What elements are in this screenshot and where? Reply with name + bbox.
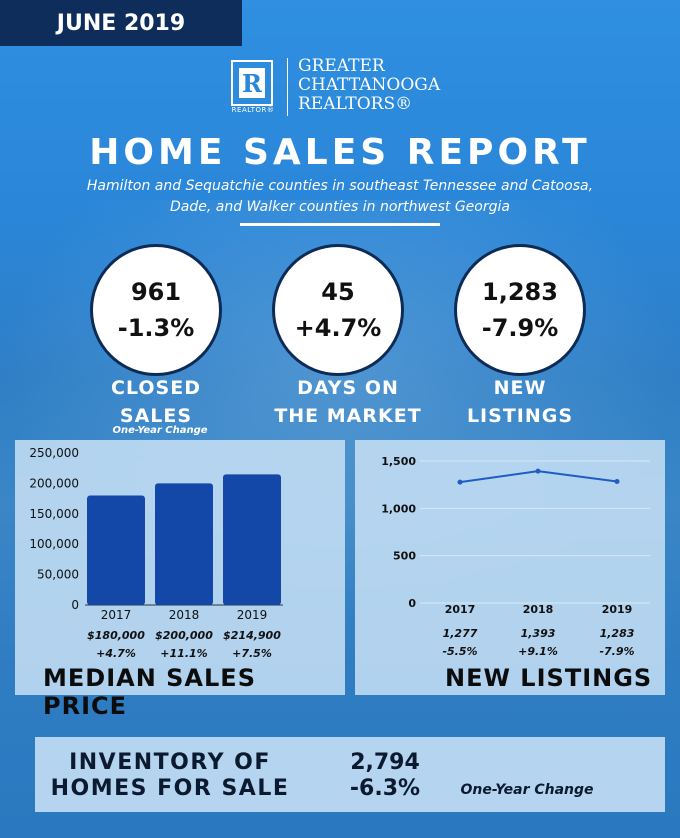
data-label: $180,000 (87, 629, 145, 642)
closed-sales-circle: 961 -1.3% (90, 244, 222, 376)
data-label: 1,277 (443, 627, 478, 640)
days-on-market-circle: 45 +4.7% (272, 244, 404, 376)
x-tick-label: 2019 (602, 603, 633, 616)
y-tick-label: 200,000 (29, 476, 79, 490)
stat-value: 45 (321, 278, 355, 306)
y-tick-label: 1,500 (381, 455, 416, 468)
org-name-line: REALTORS® (298, 94, 413, 114)
subtitle-line: Hamilton and Sequatchie counties in sout… (86, 178, 594, 194)
x-tick-label: 2017 (101, 608, 132, 622)
date-banner: JUNE 2019 (0, 0, 242, 46)
new-listings-circle: 1,283 -7.9% (454, 244, 586, 376)
stat-value: 1,283 (482, 278, 558, 306)
median-price-chart: 0 50,000 100,000 150,000 200,000 250,000 2017 $… (29, 446, 283, 660)
realtor-r-mark: R (239, 68, 265, 98)
stat-label-line: NEW (493, 377, 547, 399)
title-underline (240, 223, 440, 226)
data-label: 1,283 (600, 627, 635, 640)
data-point (535, 468, 541, 474)
y-tick-label: 100,000 (29, 537, 79, 551)
y-tick-label: 500 (393, 550, 416, 563)
change-label: +9.1% (518, 645, 558, 658)
days-on-market-label: DAYS ON THE MARKET (258, 374, 438, 430)
inventory-label-line: INVENTORY OF (69, 750, 271, 775)
data-point (614, 479, 620, 485)
inventory-change: -6.3% (349, 776, 421, 801)
x-tick-label: 2018 (523, 603, 554, 616)
new-listings-chart: 0 500 1,000 1,500 2017 1,277 -5.5% 2018 1,393 +9.… (381, 455, 650, 658)
change-label: -7.9% (599, 645, 634, 658)
new-listings-title: NEW LISTINGS (445, 664, 653, 692)
change-label: +4.7% (96, 647, 136, 660)
realtor-logo-icon: R (231, 60, 273, 106)
change-label: +11.1% (160, 647, 207, 660)
org-name-line: GREATER (298, 56, 385, 76)
stat-label-line: THE MARKET (274, 405, 422, 427)
closed-sales-label: CLOSED SALES (66, 374, 246, 430)
data-label: $200,000 (155, 629, 213, 642)
change-label: +7.5% (232, 647, 272, 660)
y-tick-label: 150,000 (29, 507, 79, 521)
stat-change: +4.7% (294, 314, 382, 342)
stat-change: -1.3% (117, 314, 195, 342)
y-tick-label: 0 (71, 598, 79, 612)
realtor-mark-caption: REALTOR® (231, 106, 275, 114)
report-title: HOME SALES REPORT (89, 132, 591, 173)
report-subtitle: Hamilton and Sequatchie counties in sout… (40, 176, 640, 218)
stat-value: 961 (130, 278, 182, 306)
data-label: 1,393 (521, 627, 556, 640)
stat-label-line: SALES (119, 405, 193, 427)
org-name: GREATER CHATTANOOGA REALTORS® (298, 57, 440, 114)
data-label: $214,900 (223, 629, 281, 642)
inventory-value: 2,794 (350, 750, 420, 775)
data-point (457, 479, 463, 485)
logo-divider (287, 58, 288, 116)
stat-label-line: LISTINGS (466, 405, 574, 427)
median-price-title: MEDIAN SALES PRICE (43, 664, 256, 720)
subtitle-line: Dade, and Walker counties in northwest G… (170, 199, 510, 215)
y-tick-label: 250,000 (29, 446, 79, 460)
y-tick-label: 1,000 (381, 502, 416, 515)
stat-label-line: CLOSED (111, 377, 201, 399)
stat-label-line: DAYS ON (297, 377, 399, 399)
one-year-change-note: One-Year Change (112, 425, 208, 436)
new-listings-label: NEW LISTINGS (430, 374, 610, 430)
y-tick-label: 0 (408, 597, 416, 610)
bar (87, 495, 145, 605)
x-tick-label: 2017 (445, 603, 476, 616)
inventory-change-note: One-Year Change (460, 782, 594, 798)
inventory-panel (35, 737, 665, 812)
bar (223, 474, 281, 605)
x-tick-label: 2018 (169, 608, 200, 622)
x-tick-label: 2019 (237, 608, 268, 622)
stat-change: -7.9% (481, 314, 559, 342)
y-tick-label: 50,000 (37, 568, 79, 582)
inventory-label-line: HOMES FOR SALE (50, 776, 290, 801)
new-listings-panel: 0 500 1,000 1,500 2017 1,277 -5.5% 2018 1,393 +9.… (355, 440, 665, 695)
inventory-label: INVENTORY OF HOMES FOR SALE (50, 750, 290, 802)
inventory-figures: 2,794 -6.3% (335, 750, 435, 802)
change-label: -5.5% (442, 645, 477, 658)
bar (155, 483, 213, 605)
median-price-panel: 0 50,000 100,000 150,000 200,000 250,000 2017 $… (15, 440, 345, 720)
org-name-line: CHATTANOOGA (298, 75, 441, 95)
